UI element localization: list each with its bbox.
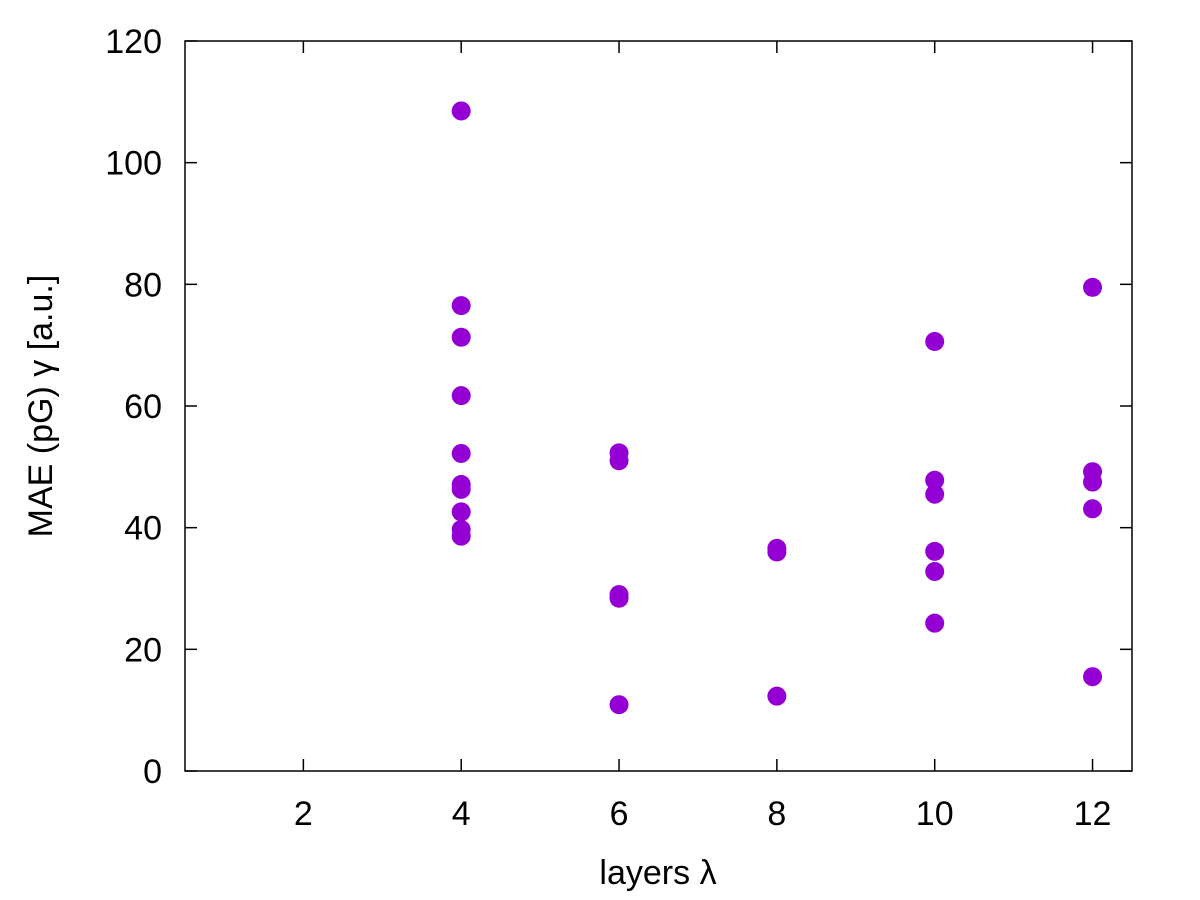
data-point [767,542,787,562]
y-tick-label: 60 [124,388,162,426]
y-tick-label: 80 [124,266,162,304]
data-point [925,332,945,352]
data-point [767,686,787,706]
data-point [1083,472,1103,492]
x-tick-label: 4 [452,795,471,833]
y-tick-label: 20 [124,631,162,669]
data-point [925,613,945,633]
data-point [451,502,471,522]
x-tick-label: 8 [767,795,786,833]
data-point [1083,667,1103,687]
data-point [451,101,471,121]
data-point [451,296,471,316]
data-point [925,470,945,490]
data-point [925,484,945,504]
y-axis-label: MAE (pG) γ [a.u.] [22,275,60,538]
x-tick-label: 6 [610,795,629,833]
axis-ticks [185,40,1132,772]
data-point [609,588,629,608]
plot-area [184,40,1133,772]
y-tick-label: 0 [143,753,162,791]
data-point [925,541,945,561]
x-tick-label: 12 [1074,795,1112,833]
data-point [925,561,945,581]
y-tick-label: 120 [105,23,162,61]
data-point [1083,499,1103,519]
y-tick-label: 40 [124,510,162,548]
x-axis-label: layers λ [599,854,716,892]
data-point [1083,277,1103,297]
data-point [451,526,471,546]
data-points [451,101,1103,715]
x-tick-label: 2 [294,795,313,833]
data-point [451,327,471,347]
data-point [609,695,629,715]
x-tick-label: 10 [916,795,954,833]
data-point [451,479,471,499]
data-point [451,443,471,463]
plot-frame [184,40,1133,772]
y-tick-label: 100 [105,145,162,183]
data-point [451,386,471,406]
data-point [609,451,629,471]
